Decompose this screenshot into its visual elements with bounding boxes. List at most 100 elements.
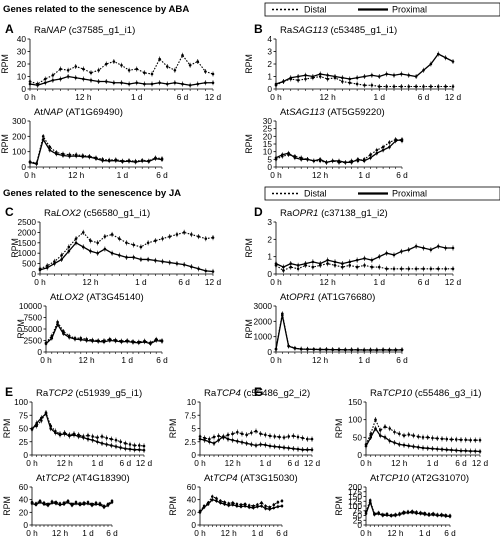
- data-point: [448, 515, 452, 518]
- data-point: [82, 77, 85, 81]
- y-tick-label: 0: [21, 162, 26, 172]
- data-point: [278, 435, 281, 439]
- data-point: [341, 76, 344, 80]
- x-tick-label: 0 h: [24, 170, 36, 180]
- data-point: [431, 436, 434, 440]
- data-point: [81, 231, 85, 234]
- x-tick-label: 6 d: [396, 170, 408, 180]
- y-axis-label: RPM: [244, 134, 254, 154]
- data-point: [86, 434, 90, 437]
- data-point: [337, 159, 341, 163]
- y-tick-label: 300: [12, 116, 26, 126]
- data-point: [429, 267, 433, 271]
- y-tick-label: 40: [17, 34, 27, 44]
- y-axis-label: RPM: [0, 54, 10, 74]
- x-tick-label: 6 d: [156, 355, 168, 365]
- data-point: [142, 448, 146, 452]
- data-point: [393, 441, 396, 444]
- data-point: [377, 255, 381, 258]
- data-point: [110, 444, 113, 447]
- data-point: [436, 52, 440, 56]
- data-point: [97, 80, 100, 83]
- x-tick-label: 12 h: [82, 277, 99, 287]
- data-point: [306, 158, 309, 161]
- data-point: [67, 249, 71, 253]
- series-line-distal: [275, 313, 403, 351]
- data-point: [35, 162, 38, 166]
- x-tick-label: 12 h: [312, 170, 329, 180]
- data-point: [426, 446, 430, 450]
- data-point: [202, 505, 206, 509]
- data-point: [370, 73, 374, 77]
- x-tick-label: 0 h: [194, 528, 206, 538]
- data-point: [120, 81, 123, 85]
- data-point: [137, 341, 141, 345]
- x-tick-label: 6 d: [106, 528, 118, 538]
- chart-title: RaSAG113 (c53485_g1_i1): [280, 25, 397, 36]
- data-point: [414, 75, 418, 78]
- x-tick-label: 12 h: [320, 277, 337, 287]
- data-point: [73, 337, 77, 341]
- data-point: [312, 159, 316, 163]
- data-point: [82, 436, 85, 439]
- data-point: [28, 82, 32, 86]
- data-point: [236, 439, 239, 443]
- data-point: [272, 503, 276, 507]
- legend-label-distal-aba: Distal: [304, 5, 327, 15]
- data-point: [381, 514, 385, 517]
- y-tick-label: 1000: [18, 248, 37, 258]
- y-tick-label: 25: [353, 515, 363, 525]
- series-line-proximal: [275, 315, 403, 351]
- y-tick-label: 7500: [24, 313, 43, 323]
- data-point: [400, 138, 404, 141]
- data-point: [150, 82, 154, 86]
- title-prefix: At: [50, 292, 59, 303]
- y-tick-label: 175: [348, 487, 362, 497]
- y-tick-label: 60: [187, 482, 197, 492]
- data-point: [407, 85, 411, 88]
- data-point: [274, 347, 278, 351]
- data-point: [355, 258, 359, 262]
- data-point: [272, 506, 276, 510]
- chart-title: AtTCP4 (AT3G15030): [204, 473, 298, 484]
- data-point: [299, 158, 303, 161]
- data-point: [415, 511, 418, 515]
- series-line-distal: [365, 418, 480, 445]
- data-point: [407, 73, 411, 77]
- panel-letter-D: D: [254, 205, 263, 219]
- data-point: [41, 135, 45, 138]
- data-point: [97, 68, 100, 72]
- data-point: [392, 73, 396, 77]
- data-point: [416, 445, 420, 449]
- data-point: [212, 435, 216, 439]
- data-point: [375, 151, 379, 155]
- data-point: [125, 256, 128, 259]
- data-point: [108, 339, 112, 342]
- y-tick-label: 10: [263, 147, 273, 157]
- legend-label-distal-ja: Distal: [304, 189, 327, 199]
- data-point: [306, 448, 309, 452]
- data-point: [282, 436, 286, 439]
- y-tick-label: 25: [263, 124, 273, 134]
- data-point: [473, 449, 477, 453]
- data-point: [105, 436, 108, 440]
- x-tick-label: 6 d: [120, 458, 132, 468]
- data-point: [304, 77, 307, 81]
- data-point: [356, 348, 360, 352]
- data-point: [350, 348, 353, 352]
- data-point: [289, 265, 293, 269]
- data-point: [250, 443, 253, 446]
- x-tick-label: 0 h: [26, 458, 38, 468]
- data-point: [454, 449, 458, 452]
- title-gene: OPR1: [289, 292, 315, 303]
- data-point: [204, 70, 207, 73]
- y-tick-label: 0: [267, 269, 272, 279]
- data-point: [256, 505, 259, 508]
- data-point: [197, 267, 200, 271]
- data-point: [70, 504, 74, 507]
- data-point: [236, 430, 239, 434]
- panel-letter-E: E: [5, 385, 13, 399]
- data-point: [370, 265, 374, 269]
- y-tick-label: 100: [348, 415, 362, 425]
- x-tick-label: 0 h: [270, 277, 282, 287]
